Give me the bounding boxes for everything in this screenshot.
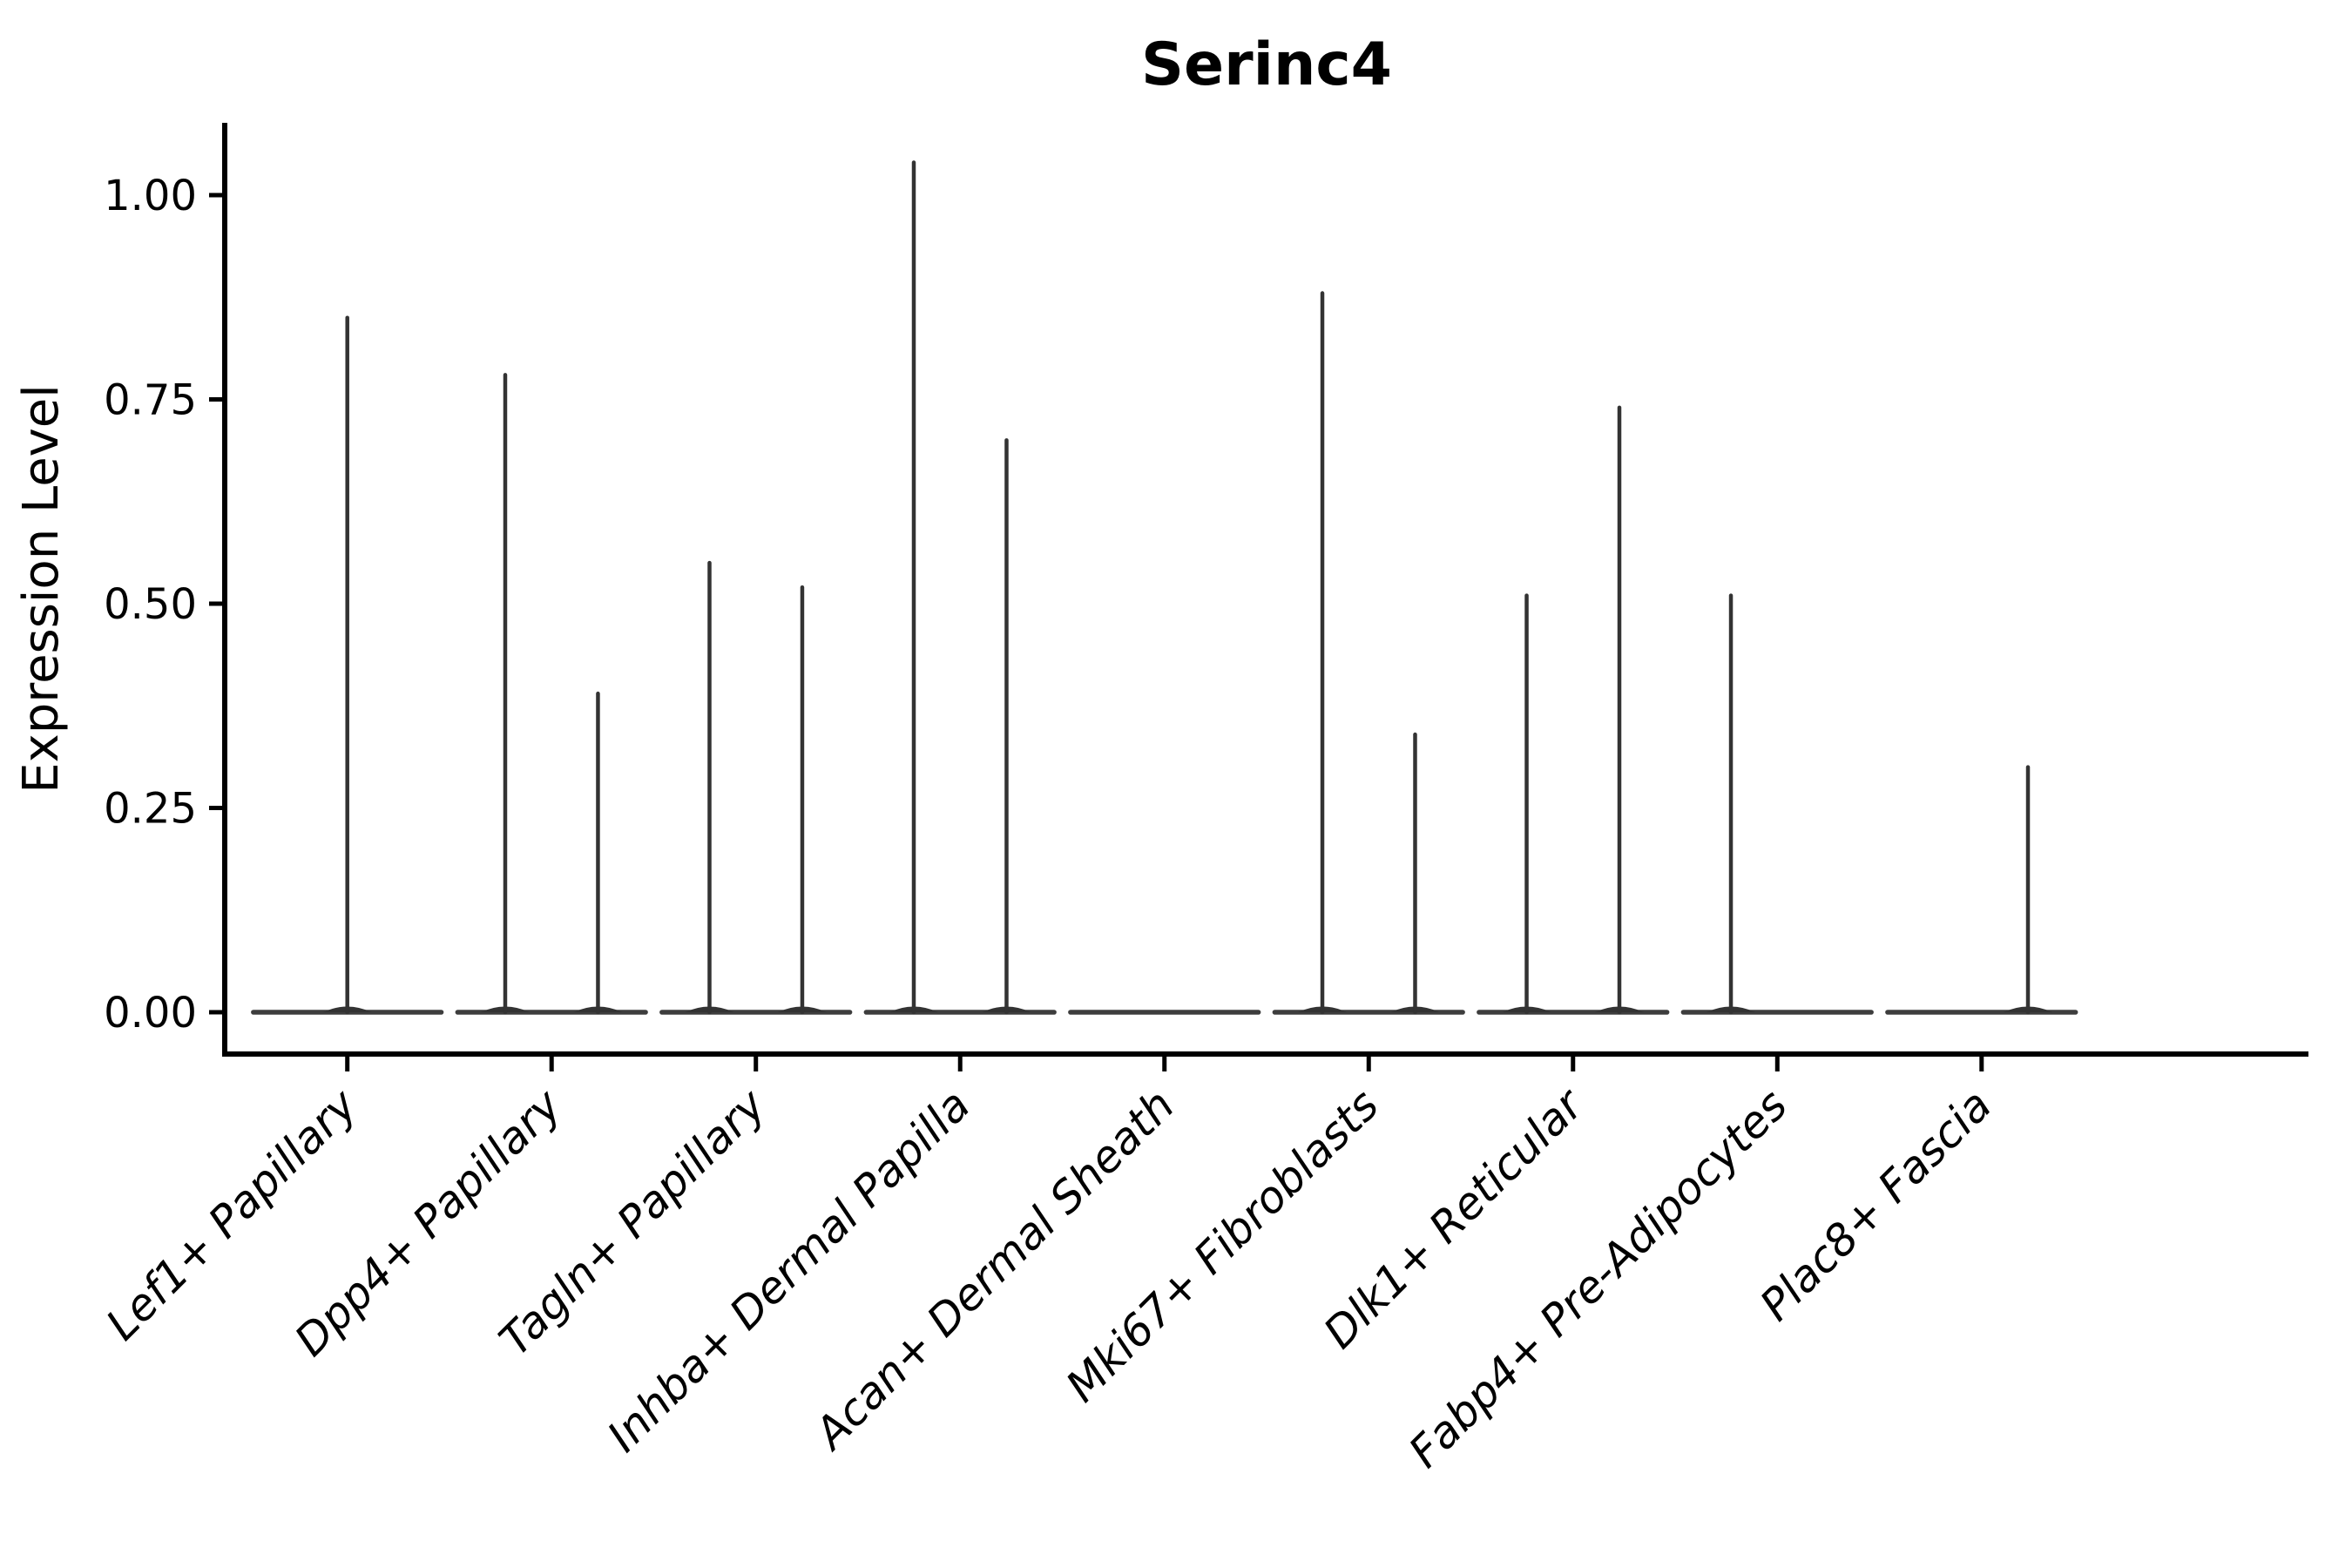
- y-tick-label: 0.00: [104, 989, 197, 1037]
- violin: [1477, 405, 1670, 1015]
- x-tick-label: Inhba+ Dermal Papilla: [598, 1079, 979, 1461]
- violin: [863, 160, 1057, 1015]
- y-tick-label: 0.50: [104, 580, 197, 629]
- violin: [251, 315, 444, 1015]
- violin: [1680, 593, 1874, 1015]
- y-tick-label: 0.75: [104, 376, 197, 425]
- violin: [659, 560, 853, 1015]
- x-tick-label: Fabp4+ Pre-Adipocytes: [1399, 1079, 1797, 1477]
- violin: [1885, 765, 2078, 1015]
- violin: [1272, 291, 1465, 1015]
- y-axis-ticks: 0.00 0.25 0.50 0.75 1.00: [104, 172, 225, 1037]
- y-tick-label: 0.25: [104, 785, 197, 834]
- violins-layer: [251, 160, 2078, 1015]
- y-axis-label: Expression Level: [13, 384, 70, 794]
- violin: [455, 373, 648, 1015]
- y-tick-label: 1.00: [104, 172, 197, 220]
- x-tick-label: Acan+ Dermal Sheath: [803, 1079, 1184, 1460]
- chart-title: Serinc4: [1141, 30, 1392, 99]
